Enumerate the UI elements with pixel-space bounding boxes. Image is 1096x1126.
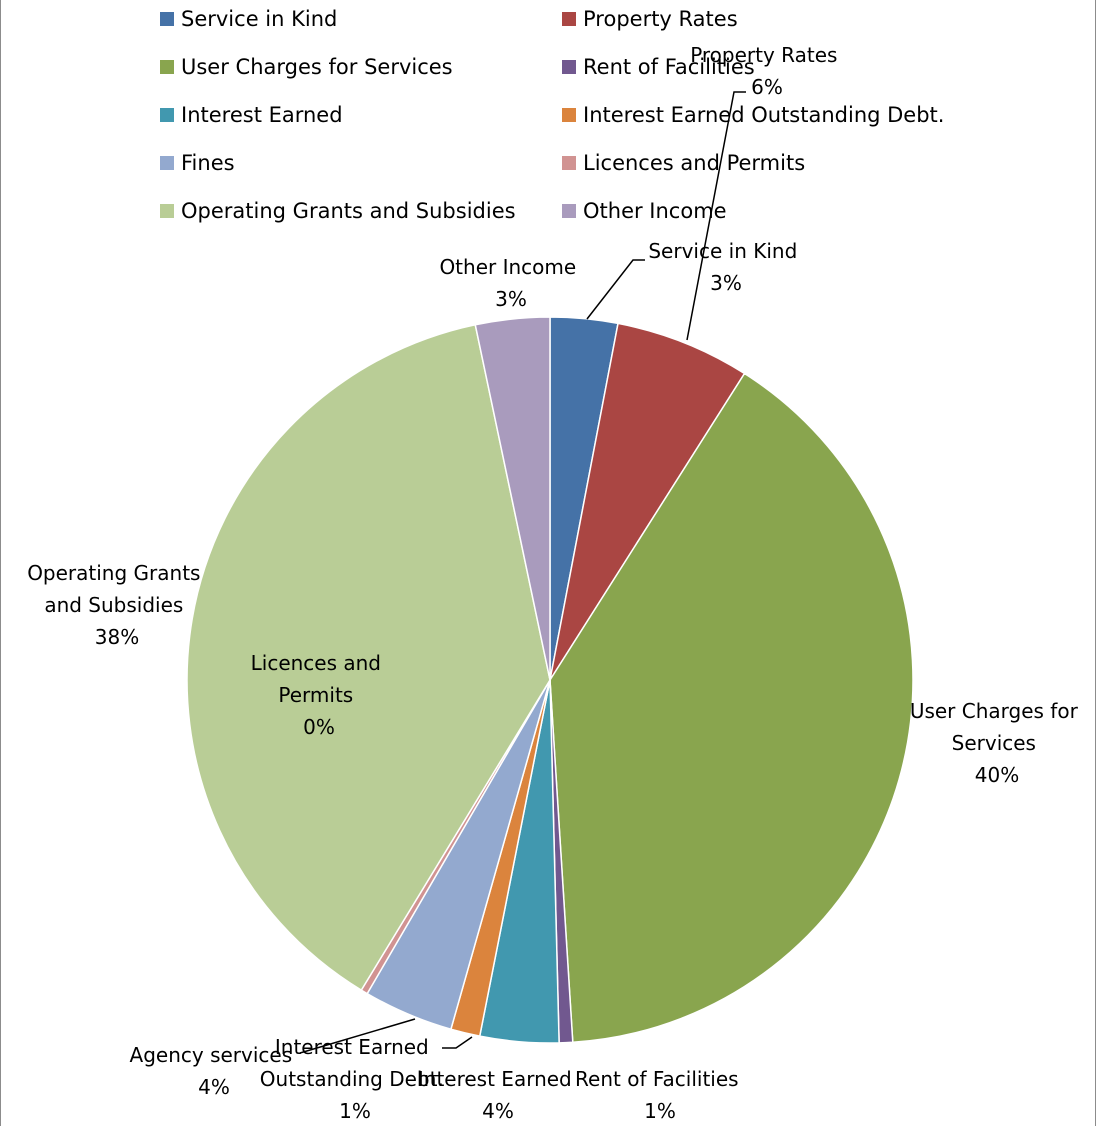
data-label-line: 1% bbox=[644, 1099, 676, 1123]
data-label-line: 1% bbox=[339, 1099, 371, 1123]
data-label-service-in-kind: Service in Kind 3% bbox=[648, 239, 803, 295]
data-label-line: 3% bbox=[495, 287, 527, 311]
leader-line-agency-services bbox=[299, 1018, 416, 1054]
data-label-line: 0% bbox=[303, 715, 335, 739]
legend-item-rent-of-facilities: Rent of Facilities bbox=[562, 53, 755, 81]
leader-line-property-rates bbox=[686, 91, 746, 341]
data-label-property-rates: Property Rates 6% bbox=[690, 43, 844, 99]
data-label-operating-grants: Operating Grants and Subsidies 38% bbox=[27, 561, 207, 649]
data-label-agency-services: Agency services 4% bbox=[130, 1043, 299, 1099]
legend-swatch bbox=[562, 108, 576, 122]
legend-swatch bbox=[160, 108, 174, 122]
data-label-line: Services bbox=[952, 731, 1036, 755]
data-label-other-income: Other Income 3% bbox=[439, 255, 582, 311]
data-label-line: 38% bbox=[95, 625, 139, 649]
data-label-line: Property Rates bbox=[690, 43, 837, 67]
data-label-line: User Charges for bbox=[910, 699, 1079, 723]
legend-label: Fines bbox=[181, 151, 235, 175]
legend-label: User Charges for Services bbox=[181, 55, 453, 79]
legend-item-licences-and-permits: Licences and Permits bbox=[562, 149, 805, 177]
pie-slices bbox=[186, 316, 914, 1044]
legend-item-interest-earned: Interest Earned bbox=[160, 101, 343, 129]
data-label-line: Service in Kind bbox=[648, 239, 797, 263]
legend-swatch bbox=[160, 12, 174, 26]
legend-label: Interest Earned bbox=[181, 103, 343, 127]
legend-swatch bbox=[562, 12, 576, 26]
legend-swatch bbox=[562, 60, 576, 74]
legend-swatch bbox=[562, 156, 576, 170]
pie-slice-operating-grants-and-subsidies bbox=[186, 323, 551, 992]
legend-label: Interest Earned Outstanding Debt. bbox=[583, 103, 945, 127]
data-label-line: Permits bbox=[278, 683, 353, 707]
legend-item-other-income: Other Income bbox=[562, 197, 727, 225]
legend-label: Operating Grants and Subsidies bbox=[181, 199, 516, 223]
legend-item-property-rates: Property Rates bbox=[562, 5, 738, 33]
data-label-rent-of-facilities: Rent of Facilities 1% bbox=[575, 1067, 745, 1123]
leader-line-service-in-kind bbox=[586, 259, 645, 320]
pie-slice-user-charges-for-services bbox=[549, 372, 914, 1044]
legend-label: Property Rates bbox=[583, 7, 738, 31]
data-label-line: Interest Earned bbox=[275, 1035, 429, 1059]
leader-lines bbox=[299, 91, 746, 1054]
legend-item-interest-outstanding-debt: Interest Earned Outstanding Debt. bbox=[562, 101, 944, 129]
legend-swatch bbox=[160, 156, 174, 170]
data-label-line: 4% bbox=[198, 1075, 230, 1099]
legend-label: Licences and Permits bbox=[583, 151, 806, 175]
data-label-line: 6% bbox=[751, 75, 783, 99]
data-label-user-charges: User Charges for Services 40% bbox=[910, 699, 1084, 787]
leader-line-interest-outstanding bbox=[442, 1036, 473, 1049]
data-label-interest-outstanding: Interest Earned Outstanding Debt. 1% bbox=[260, 1035, 450, 1123]
pie-slice-other-income bbox=[474, 316, 551, 681]
data-label-line: Other Income bbox=[439, 255, 576, 279]
legend-swatch bbox=[562, 204, 576, 218]
legend-item-service-in-kind: Service in Kind bbox=[160, 5, 337, 33]
data-label-line: Agency services bbox=[130, 1043, 293, 1067]
data-label-licences-permits: Licences and Permits 0% bbox=[251, 651, 388, 739]
data-labels: Other Income 3% Service in Kind 3% Prope… bbox=[27, 43, 1084, 1123]
legend-label: Service in Kind bbox=[181, 7, 338, 31]
data-label-interest-earned: Interest Earned 4% bbox=[418, 1067, 578, 1123]
data-label-line: Rent of Facilities bbox=[575, 1067, 739, 1091]
legend-item-user-charges: User Charges for Services bbox=[160, 53, 453, 81]
legend-swatch bbox=[160, 204, 174, 218]
data-label-line: Operating Grants bbox=[27, 561, 200, 585]
data-label-line: 4% bbox=[482, 1099, 514, 1123]
data-label-line: and Subsidies bbox=[44, 593, 183, 617]
legend-label: Other Income bbox=[583, 199, 727, 223]
data-label-line: 3% bbox=[710, 271, 742, 295]
data-label-line: Interest Earned bbox=[418, 1067, 572, 1091]
data-label-line: 40% bbox=[975, 763, 1019, 787]
legend-label: Rent of Facilities bbox=[583, 55, 755, 79]
legend-item-fines: Fines bbox=[160, 149, 235, 177]
data-label-line: Outstanding Debt. bbox=[260, 1067, 444, 1091]
legend-item-operating-grants: Operating Grants and Subsidies bbox=[160, 197, 516, 225]
legend-swatch bbox=[160, 60, 174, 74]
data-label-line: Licences and bbox=[251, 651, 381, 675]
pie-slice-property-rates bbox=[549, 322, 746, 681]
legend: Service in Kind Property Rates User Char… bbox=[0, 0, 1096, 235]
